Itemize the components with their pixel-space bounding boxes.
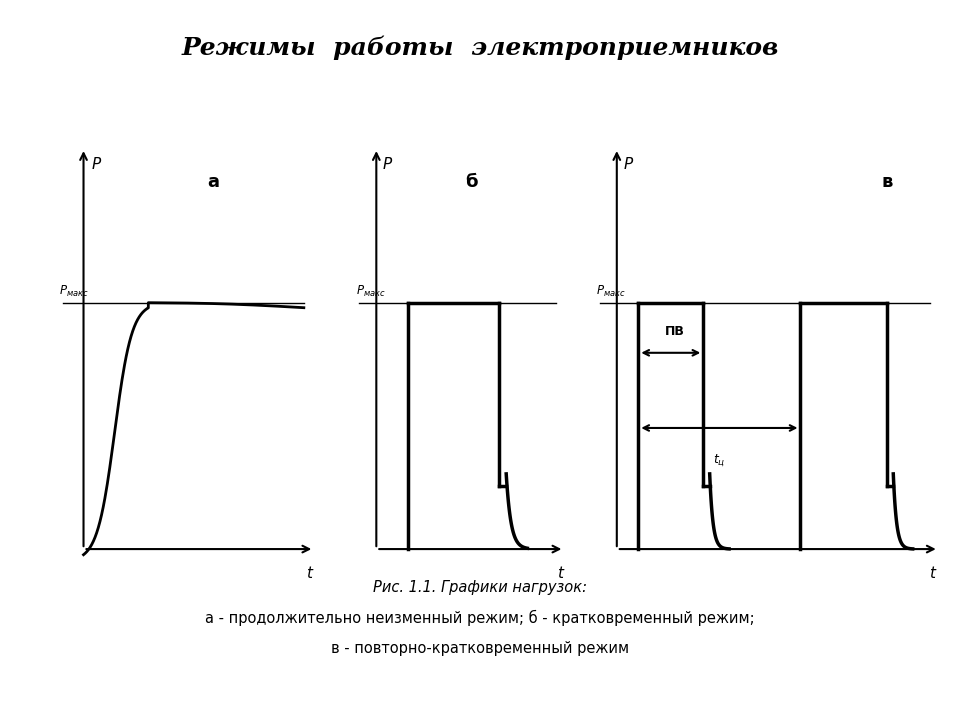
Text: Рис. 1.1. Графики нагрузок:: Рис. 1.1. Графики нагрузок: bbox=[373, 580, 587, 595]
Text: в: в bbox=[881, 174, 893, 192]
Text: P: P bbox=[383, 156, 392, 171]
Text: $P_{\mathregular{макс}}$: $P_{\mathregular{макс}}$ bbox=[59, 284, 88, 299]
Text: в - повторно-кратковременный режим: в - повторно-кратковременный режим bbox=[331, 641, 629, 656]
Text: P: P bbox=[91, 156, 101, 171]
Text: а - продолжительно неизменный режим; б - кратковременный режим;: а - продолжительно неизменный режим; б -… bbox=[205, 610, 755, 626]
Text: $t_{\mathregular{ц}}$: $t_{\mathregular{ц}}$ bbox=[713, 453, 726, 469]
Text: P: P bbox=[623, 156, 633, 171]
Text: t: t bbox=[557, 566, 564, 581]
Text: t: t bbox=[929, 566, 935, 581]
Text: б: б bbox=[465, 174, 478, 192]
Text: Режимы  работы  электроприемников: Режимы работы электроприемников bbox=[181, 36, 779, 60]
Text: t: t bbox=[306, 566, 312, 581]
Text: $P_{\mathregular{макс}}$: $P_{\mathregular{макс}}$ bbox=[356, 284, 386, 299]
Text: $P_{\mathregular{макс}}$: $P_{\mathregular{макс}}$ bbox=[596, 284, 626, 299]
Text: ПВ: ПВ bbox=[665, 325, 685, 338]
Text: а: а bbox=[207, 174, 219, 192]
